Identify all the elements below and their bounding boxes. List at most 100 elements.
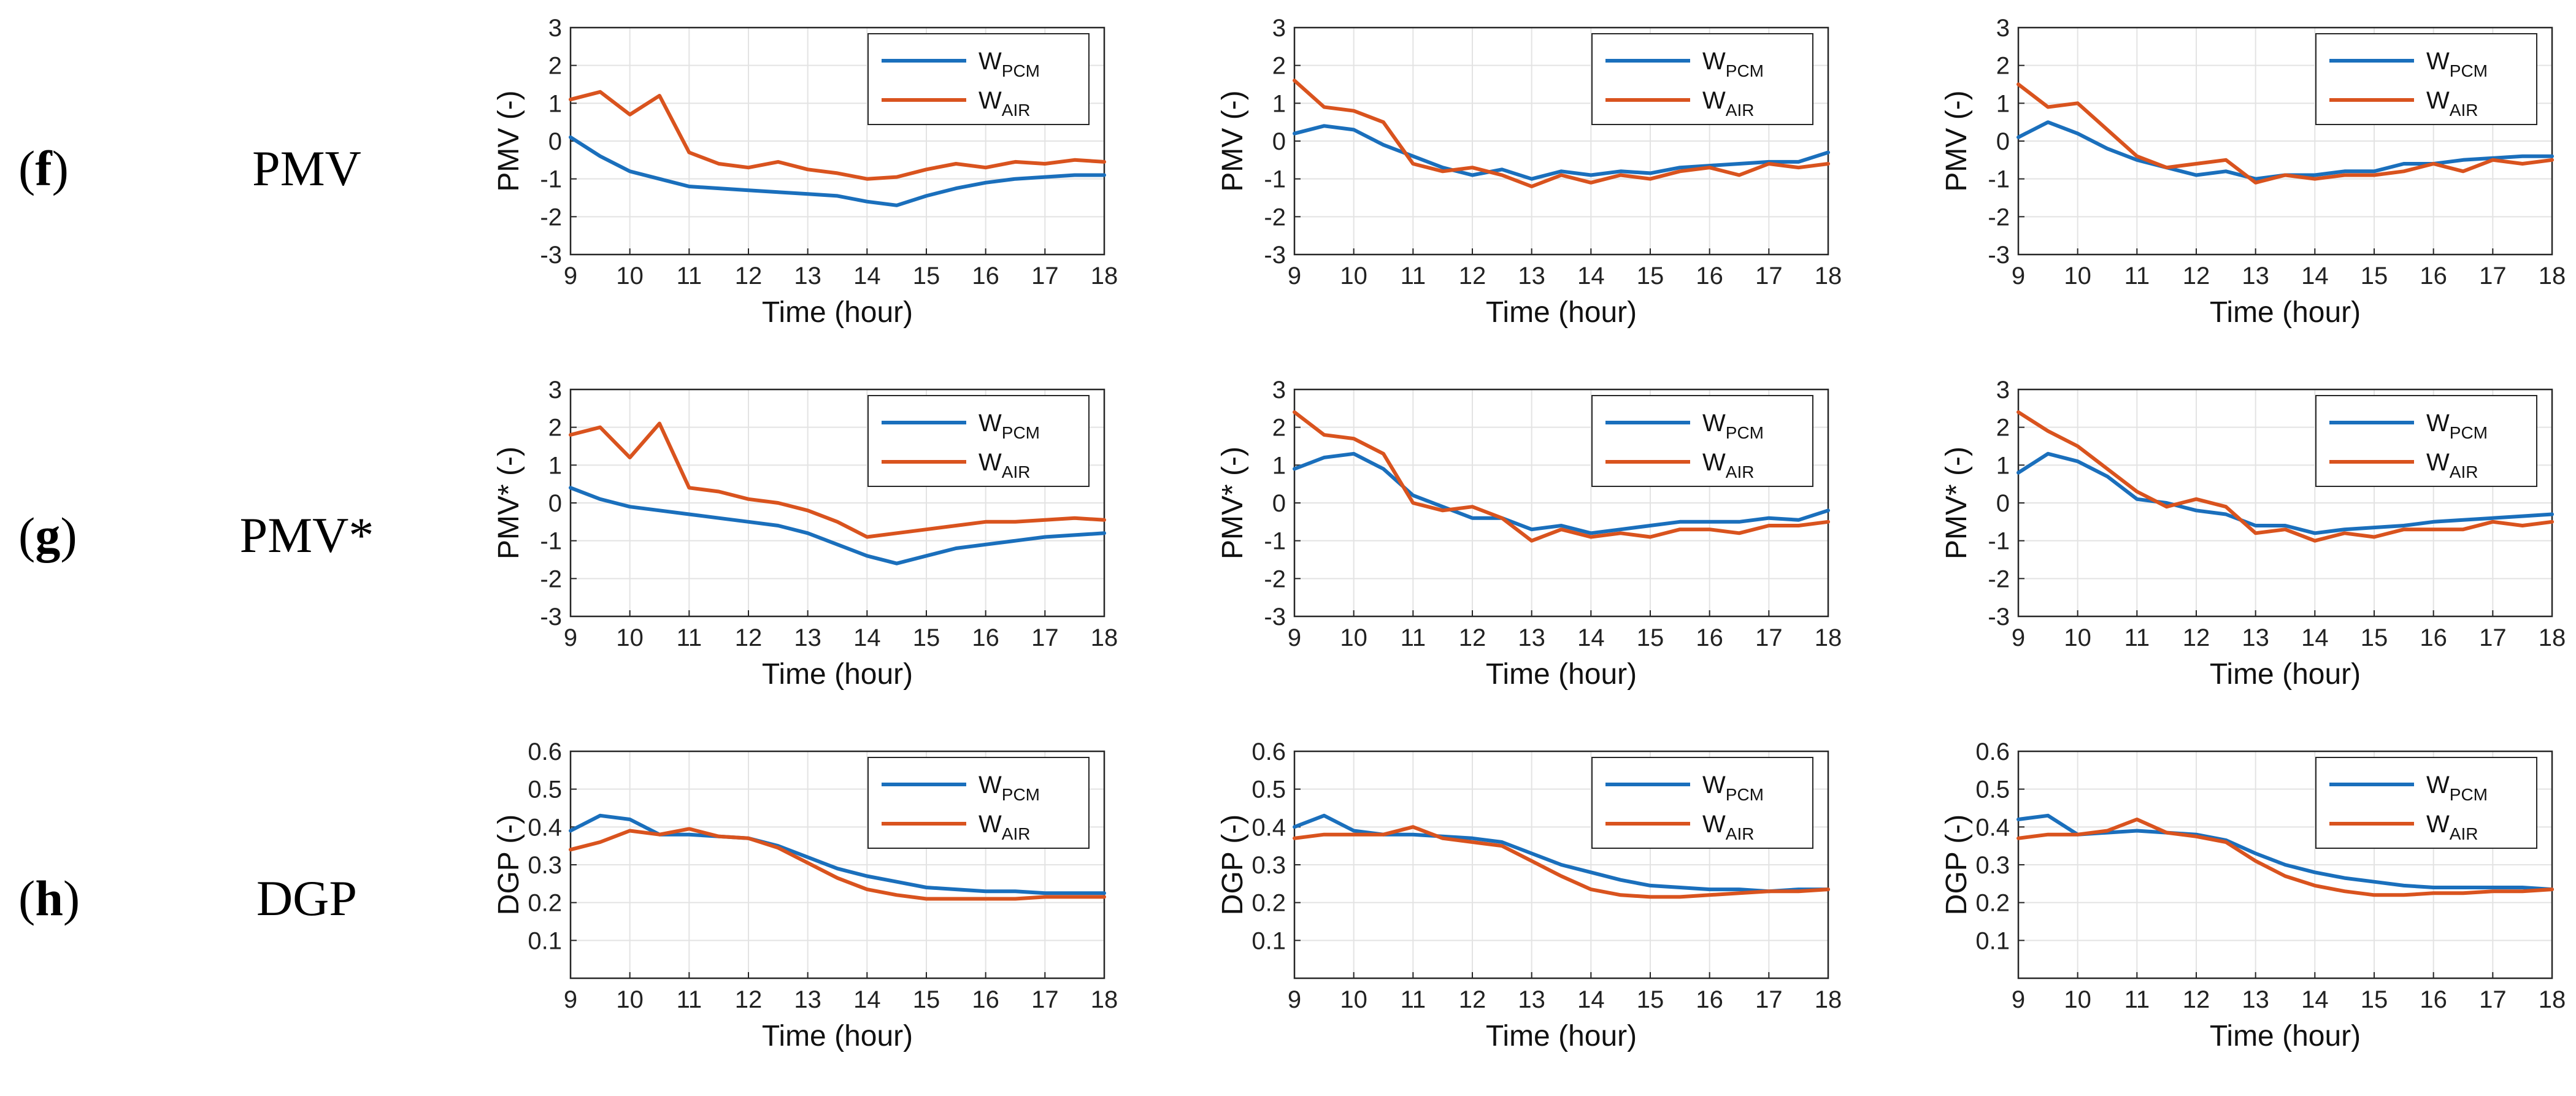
x-tick-label: 17 — [1031, 986, 1059, 1013]
y-tick-label: 0 — [548, 128, 562, 155]
x-tick-label: 17 — [2479, 624, 2507, 651]
y-axis-label: DGP (-) — [1940, 814, 1973, 915]
x-tick-label: 18 — [1815, 263, 1842, 289]
x-tick-label: 13 — [1518, 986, 1545, 1013]
x-tick-label: 12 — [2183, 624, 2210, 651]
x-tick-label: 16 — [2420, 263, 2447, 289]
x-axis-label: Time (hour) — [1486, 296, 1637, 329]
x-tick-label: 15 — [913, 986, 940, 1013]
legend-pcm-subscript: PCM — [2450, 61, 2488, 80]
x-tick-label: 12 — [1459, 986, 1486, 1013]
legend-air-subscript: AIR — [1002, 462, 1031, 481]
y-tick-label: 0.5 — [1251, 776, 1286, 803]
legend-box — [2315, 757, 2537, 849]
x-tick-label: 9 — [1288, 263, 1301, 289]
legend-pcm-subscript: PCM — [1726, 61, 1764, 80]
x-tick-label: 13 — [794, 624, 821, 651]
legend-box — [867, 395, 1090, 487]
x-tick-label: 17 — [1755, 263, 1783, 289]
y-tick-label: -1 — [1264, 166, 1286, 193]
y-tick-label: 0 — [1272, 128, 1286, 155]
series-line-pcm — [569, 135, 1106, 207]
y-tick-label: 0.2 — [528, 890, 562, 917]
x-tick-label: 14 — [853, 263, 881, 289]
x-tick-label: 9 — [1288, 624, 1301, 651]
legend-air-subscript: AIR — [1002, 101, 1031, 120]
row-g-name: PMV* — [239, 507, 374, 563]
x-tick-label: 16 — [972, 624, 999, 651]
legend-air-subscript: AIR — [2450, 824, 2478, 843]
series-line-air — [569, 421, 1106, 539]
y-tick-label: 3 — [1996, 377, 2010, 404]
series-line-pcm — [569, 486, 1106, 565]
row-h-name: DGP — [256, 870, 358, 926]
chart-h-1: 9 10 11 12 13 14 15 16 17 18 0.1 0.2 0.3 0.4 0.5 0.6 Tim… — [493, 738, 1118, 1052]
chart-h-2: 9 10 11 12 13 14 15 16 17 18 0.1 0.2 0.3 0.4 0.5 0.6 Tim… — [1217, 738, 1842, 1052]
y-tick-label: 3 — [548, 15, 562, 42]
x-tick-label: 11 — [1401, 263, 1426, 289]
series-line-pcm — [2017, 813, 2554, 892]
series-line-air — [2017, 818, 2554, 897]
x-tick-label: 14 — [853, 624, 881, 651]
y-tick-label: 0.3 — [1251, 852, 1286, 879]
y-tick-label: 2 — [1272, 415, 1286, 442]
x-tick-label: 13 — [1518, 624, 1545, 651]
y-tick-label: 0.5 — [1975, 776, 2010, 803]
y-tick-label: -1 — [1264, 528, 1286, 555]
legend-pcm-subscript: PCM — [1726, 785, 1764, 804]
x-tick-label: 17 — [1031, 263, 1059, 289]
legend-air-subscript: AIR — [1726, 462, 1755, 481]
x-tick-label: 12 — [735, 263, 763, 289]
x-tick-label: 16 — [1696, 624, 1723, 651]
legend-box — [1591, 757, 1813, 849]
y-tick-label: -2 — [1264, 565, 1286, 592]
legend-box — [867, 33, 1090, 125]
x-axis-label: Time (hour) — [762, 1020, 913, 1052]
series-line-pcm — [1293, 124, 1830, 181]
legend-pcm-subscript: PCM — [2450, 785, 2488, 804]
x-tick-label: 10 — [616, 263, 644, 289]
legend-pcm-subscript: PCM — [1002, 61, 1040, 80]
y-tick-label: 3 — [1272, 15, 1286, 42]
x-tick-label: 15 — [913, 263, 940, 289]
legend-air-subscript: AIR — [1002, 824, 1031, 843]
y-tick-label: 0.4 — [528, 814, 562, 841]
x-axis-label: Time (hour) — [2210, 296, 2361, 329]
x-axis-label: Time (hour) — [2210, 1020, 2361, 1052]
x-tick-label: 18 — [2539, 263, 2566, 289]
legend-box — [2315, 33, 2537, 125]
y-tick-label: -1 — [540, 528, 562, 555]
y-axis-label: PMV* (-) — [1217, 446, 1249, 559]
series-line-pcm — [2017, 451, 2554, 535]
y-tick-label: 0 — [1272, 490, 1286, 517]
row-f-letter-text: f — [35, 140, 52, 196]
y-axis-label: PMV (-) — [493, 90, 525, 191]
x-tick-label: 11 — [2124, 986, 2150, 1013]
x-axis-label: Time (hour) — [762, 296, 913, 329]
y-tick-label: 2 — [1996, 415, 2010, 442]
x-tick-label: 14 — [2301, 986, 2329, 1013]
y-axis-label: PMV* (-) — [1940, 446, 1973, 559]
x-tick-label: 18 — [2539, 986, 2566, 1013]
y-tick-label: 0.1 — [528, 927, 562, 954]
x-tick-label: 17 — [2479, 986, 2507, 1013]
y-tick-label: 0.4 — [1251, 814, 1286, 841]
legend-box — [1591, 395, 1813, 487]
y-tick-label: 0.5 — [528, 776, 562, 803]
x-tick-label: 18 — [1091, 263, 1118, 289]
series-line-air — [1293, 79, 1830, 188]
y-axis-label: PMV (-) — [1217, 90, 1249, 191]
x-tick-label: 14 — [1577, 986, 1605, 1013]
x-tick-label: 13 — [2242, 263, 2269, 289]
x-tick-label: 9 — [564, 986, 577, 1013]
y-tick-label: 1 — [1272, 452, 1286, 479]
y-tick-label: 3 — [548, 377, 562, 404]
x-axis-label: Time (hour) — [762, 658, 913, 691]
y-tick-label: 1 — [1996, 90, 2010, 117]
row-h-letter: (h) — [18, 870, 80, 926]
y-tick-label: -3 — [1264, 604, 1286, 630]
x-tick-label: 16 — [972, 986, 999, 1013]
x-tick-label: 17 — [2479, 263, 2507, 289]
